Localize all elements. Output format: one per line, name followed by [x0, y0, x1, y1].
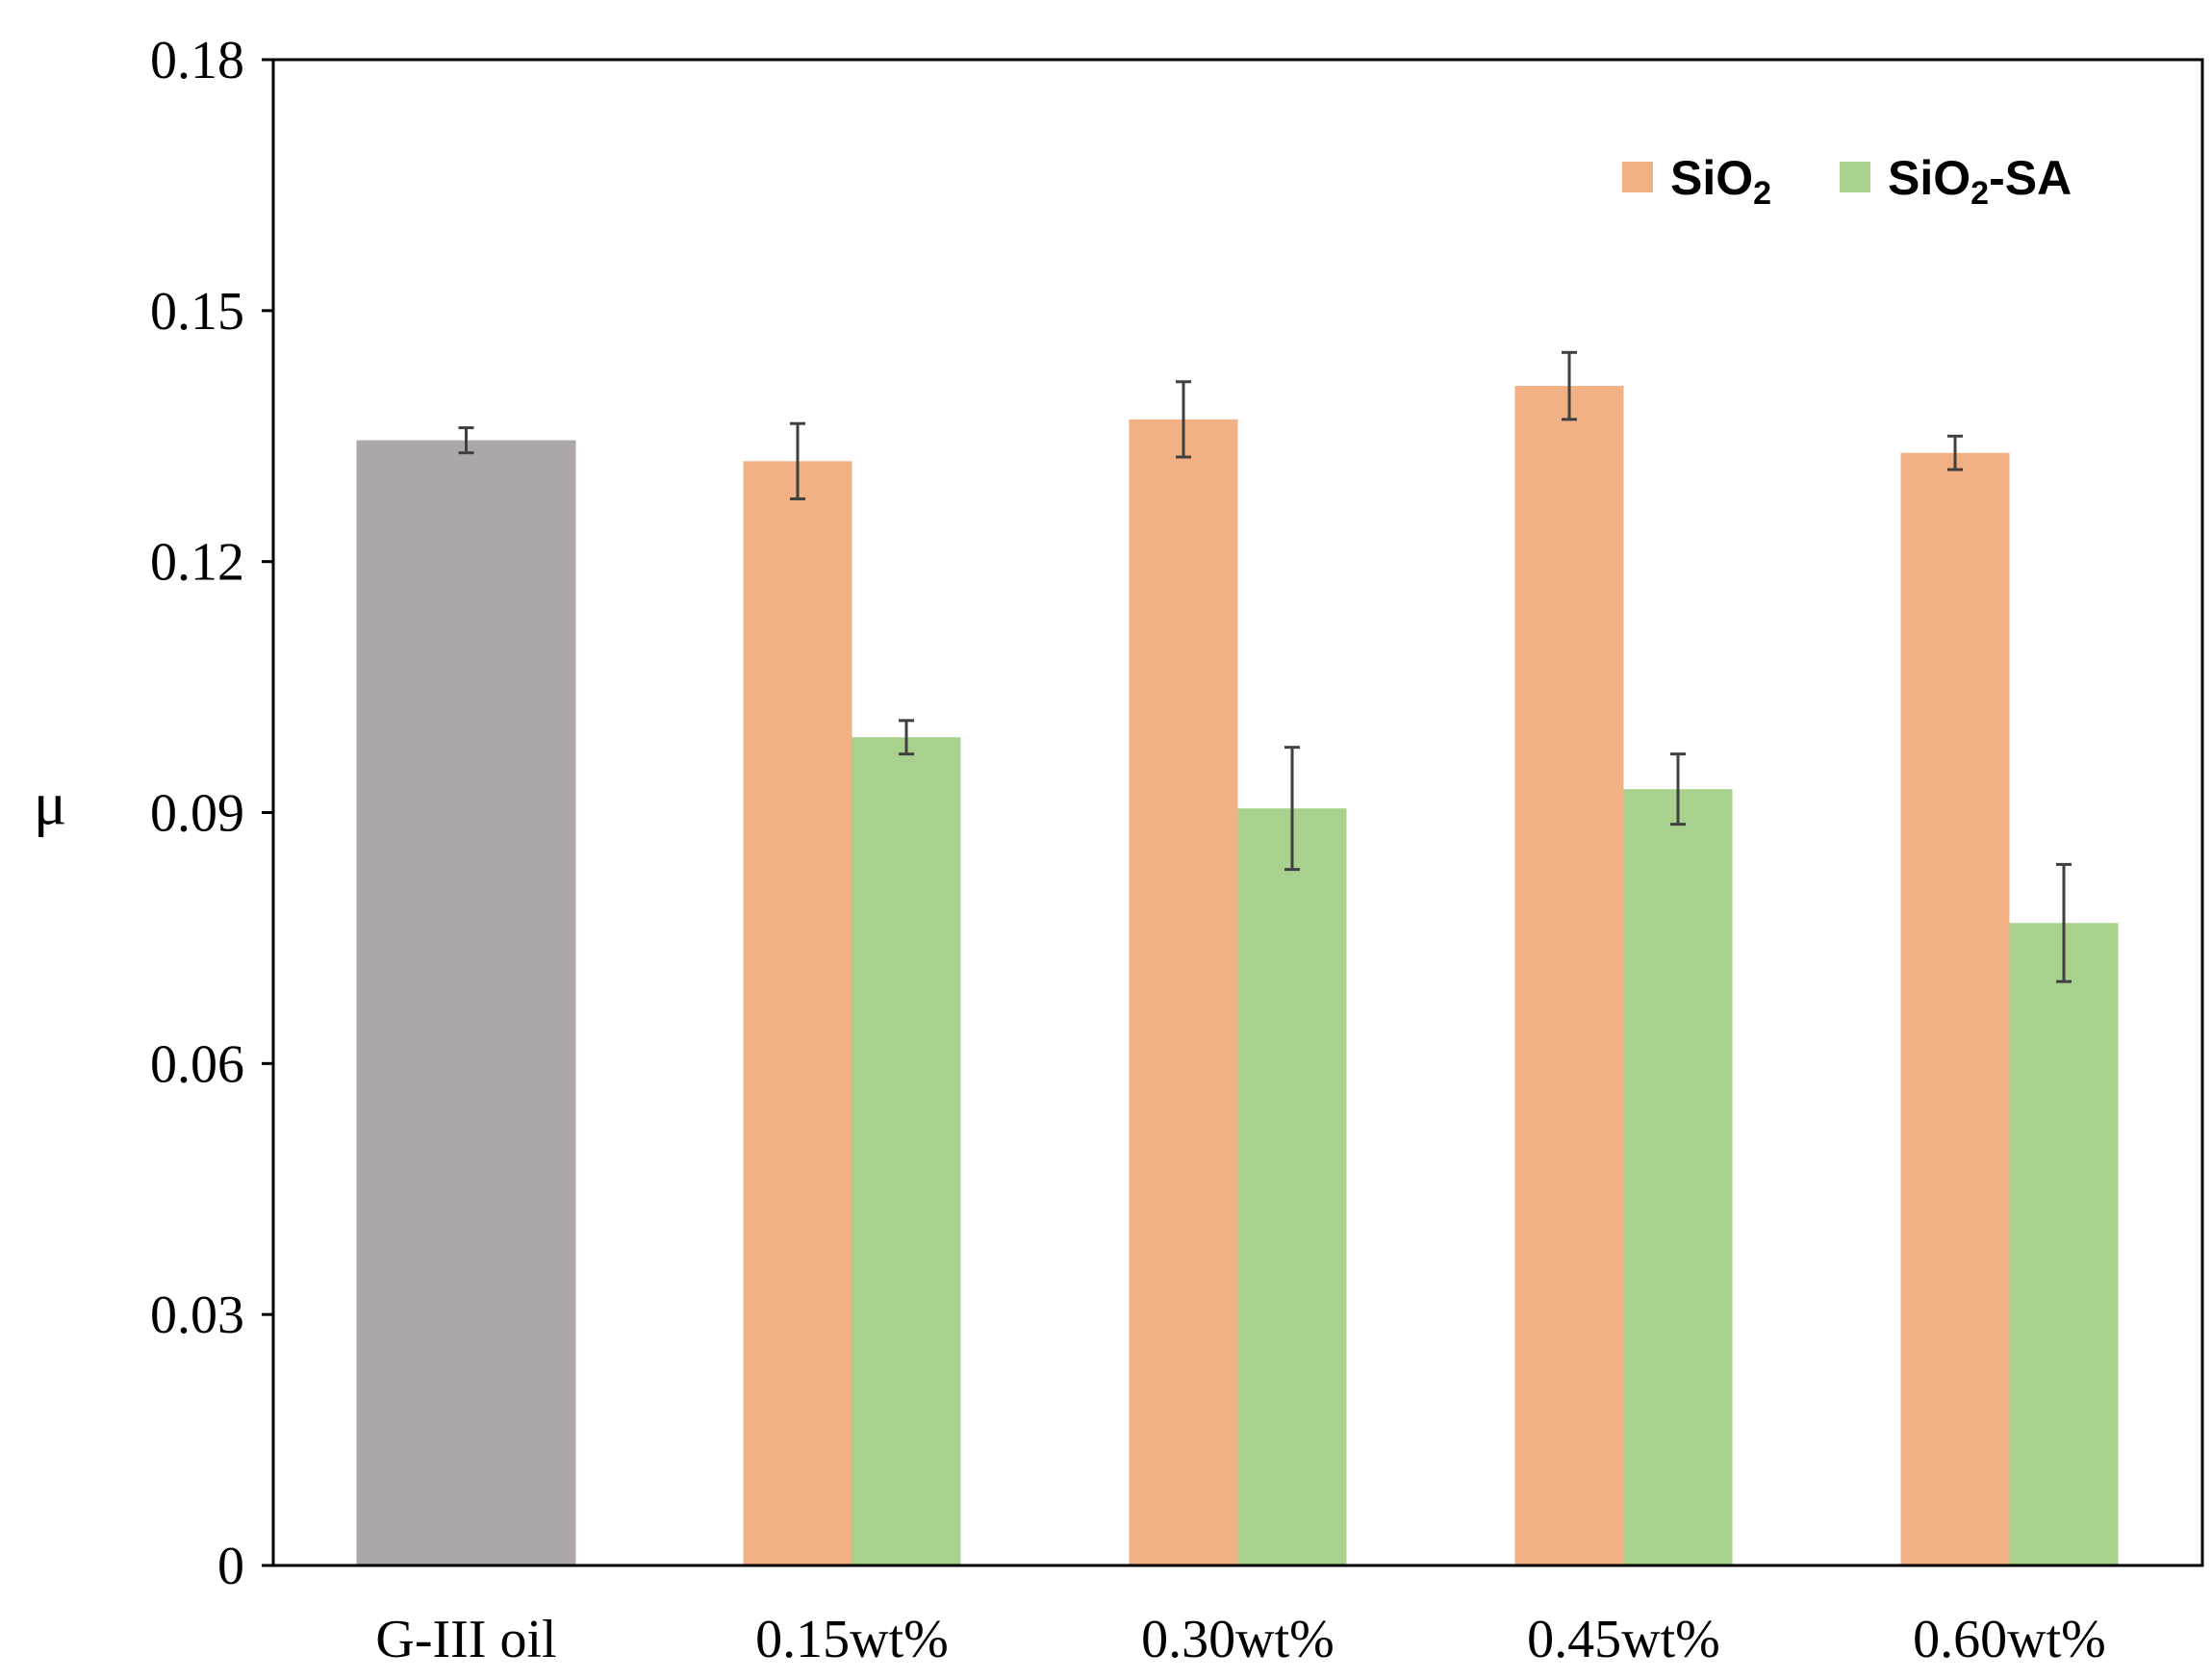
y-tick-label: 0.15 — [150, 282, 244, 342]
bar-sio2 — [1514, 386, 1624, 1565]
y-tick-label: 0.03 — [150, 1285, 244, 1345]
bars-layer — [356, 386, 2119, 1566]
x-tick-label: 0.15wt% — [755, 1610, 949, 1669]
bar-baseline — [356, 440, 576, 1566]
bar-sio2-sa — [852, 737, 961, 1565]
legend: SiO2 SiO2-SA — [1622, 151, 2072, 212]
legend-swatch — [1840, 162, 1870, 192]
x-tick-label: 0.45wt% — [1527, 1610, 1720, 1669]
bar-sio2 — [1129, 419, 1238, 1566]
x-axis: G-III oil 0.15wt% 0.30wt% 0.45wt% 0.60wt% — [375, 1610, 2105, 1669]
y-axis: 0 0.03 0.06 0.09 0.12 0.15 0.18 — [150, 31, 273, 1596]
bar-sio2 — [1900, 452, 2010, 1565]
bar-sio2 — [743, 461, 852, 1565]
bar-sio2-sa — [2009, 923, 2119, 1565]
legend-label: SiO2-SA — [1888, 151, 2072, 212]
bar-sio2-sa — [1237, 808, 1347, 1565]
y-tick-label: 0.12 — [150, 533, 244, 593]
error-bars-layer — [458, 350, 2072, 983]
x-tick-label: 0.60wt% — [1913, 1610, 2106, 1669]
bar-sio2-sa — [1623, 789, 1733, 1565]
y-tick-label: 0.18 — [150, 31, 244, 90]
y-tick-label: 0.06 — [150, 1034, 244, 1094]
x-tick-label: 0.30wt% — [1141, 1610, 1335, 1669]
legend-label: SiO2 — [1670, 151, 1771, 212]
y-axis-label: μ — [34, 770, 66, 838]
x-tick-label: G-III oil — [375, 1610, 556, 1669]
legend-swatch — [1622, 162, 1653, 192]
y-tick-label: 0 — [217, 1537, 244, 1596]
y-tick-label: 0.09 — [150, 784, 244, 844]
